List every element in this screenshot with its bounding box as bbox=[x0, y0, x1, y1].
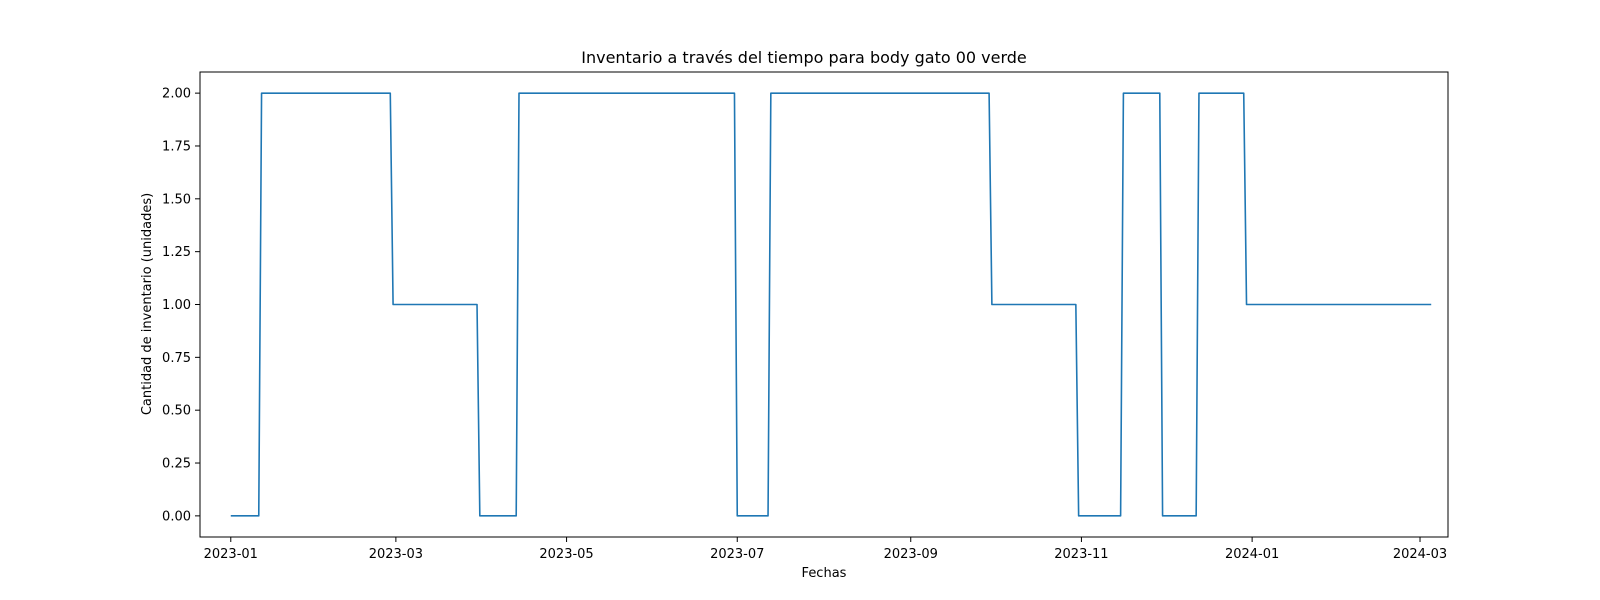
y-tick-label: 1.75 bbox=[162, 139, 191, 154]
y-tick-label: 0.00 bbox=[162, 509, 191, 524]
y-tick-label: 1.50 bbox=[162, 192, 191, 207]
x-tick-label: 2023-09 bbox=[884, 547, 938, 562]
x-axis-title: Fechas bbox=[802, 566, 847, 581]
y-axis: 0.00 0.25 0.50 0.75 1.00 1.25 1.50 1.75 2.00 bbox=[162, 87, 200, 524]
x-tick-label: 2024-01 bbox=[1225, 547, 1279, 562]
x-tick-label: 2023-01 bbox=[204, 547, 258, 562]
y-axis-title: Cantidad de inventario (unidades) bbox=[140, 193, 155, 415]
x-tick-label: 2024-03 bbox=[1393, 547, 1447, 562]
x-tick-label: 2023-11 bbox=[1054, 547, 1108, 562]
series-line-group bbox=[230, 92, 1432, 517]
y-tick-label: 0.25 bbox=[162, 457, 191, 472]
y-tick-label: 1.00 bbox=[162, 298, 191, 313]
x-axis: 2023-01 2023-03 2023-05 2023-07 2023-09 2023-… bbox=[204, 537, 1447, 562]
series-line-0 bbox=[230, 92, 1432, 517]
y-tick-label: 0.75 bbox=[162, 351, 191, 366]
x-tick-label: 2023-03 bbox=[369, 547, 423, 562]
y-tick-label: 2.00 bbox=[162, 87, 191, 102]
chart-title: Inventario a través del tiempo para body… bbox=[581, 48, 1027, 67]
x-tick-label: 2023-05 bbox=[539, 547, 593, 562]
y-tick-label: 0.50 bbox=[162, 404, 191, 419]
x-tick-label: 2023-07 bbox=[710, 547, 764, 562]
y-tick-label: 1.25 bbox=[162, 245, 191, 260]
